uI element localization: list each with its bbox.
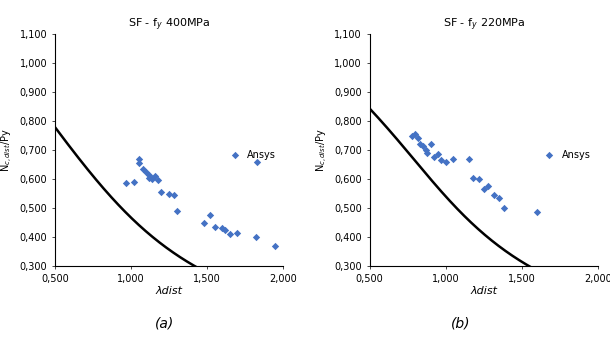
Point bbox=[129, 179, 139, 185]
Point bbox=[251, 234, 260, 240]
Point bbox=[145, 172, 154, 177]
Text: (a): (a) bbox=[155, 316, 174, 330]
Point bbox=[148, 176, 157, 182]
Point bbox=[270, 243, 280, 248]
Point bbox=[154, 178, 163, 183]
Point bbox=[411, 131, 420, 137]
Y-axis label: N$_{c,dist}$/Py: N$_{c,dist}$/Py bbox=[315, 128, 330, 172]
Text: (b): (b) bbox=[451, 316, 470, 330]
Title: SF - f$_y$ 400MPa: SF - f$_y$ 400MPa bbox=[127, 17, 210, 33]
Point bbox=[253, 159, 262, 164]
Point bbox=[232, 230, 242, 235]
Point bbox=[199, 220, 209, 225]
Point bbox=[489, 192, 499, 198]
Point bbox=[164, 191, 174, 196]
Point bbox=[171, 208, 181, 213]
Point bbox=[532, 210, 542, 215]
Point bbox=[145, 175, 154, 180]
Point bbox=[479, 187, 489, 192]
Point bbox=[138, 166, 148, 172]
Point bbox=[468, 175, 478, 180]
Point bbox=[151, 173, 160, 179]
Y-axis label: N$_{c,dist}$/Py: N$_{c,dist}$/Py bbox=[0, 128, 15, 172]
Point bbox=[217, 226, 227, 231]
Point bbox=[418, 143, 428, 148]
Point bbox=[134, 156, 143, 161]
Point bbox=[423, 150, 432, 155]
Point bbox=[121, 181, 131, 186]
Point bbox=[421, 147, 431, 153]
Legend: Ansys: Ansys bbox=[538, 148, 593, 162]
Point bbox=[464, 156, 473, 161]
X-axis label: λdist: λdist bbox=[156, 286, 182, 296]
Point bbox=[475, 176, 484, 182]
Point bbox=[429, 154, 439, 160]
Point bbox=[220, 227, 230, 233]
Point bbox=[448, 156, 458, 161]
Point bbox=[441, 159, 451, 164]
X-axis label: λdist: λdist bbox=[470, 286, 497, 296]
Legend: Ansys: Ansys bbox=[223, 148, 278, 162]
Point bbox=[414, 136, 423, 141]
Point bbox=[157, 189, 167, 195]
Point bbox=[407, 133, 417, 138]
Title: SF - f$_y$ 220MPa: SF - f$_y$ 220MPa bbox=[443, 17, 525, 33]
Point bbox=[205, 212, 215, 218]
Point bbox=[225, 231, 235, 237]
Point bbox=[142, 169, 151, 175]
Point bbox=[498, 205, 508, 211]
Point bbox=[210, 224, 220, 229]
Point bbox=[168, 192, 178, 198]
Point bbox=[494, 195, 504, 201]
Point bbox=[134, 160, 143, 166]
Point bbox=[484, 183, 493, 189]
Point bbox=[415, 142, 425, 147]
Point bbox=[426, 142, 436, 147]
Point bbox=[436, 158, 446, 163]
Point bbox=[433, 152, 443, 157]
